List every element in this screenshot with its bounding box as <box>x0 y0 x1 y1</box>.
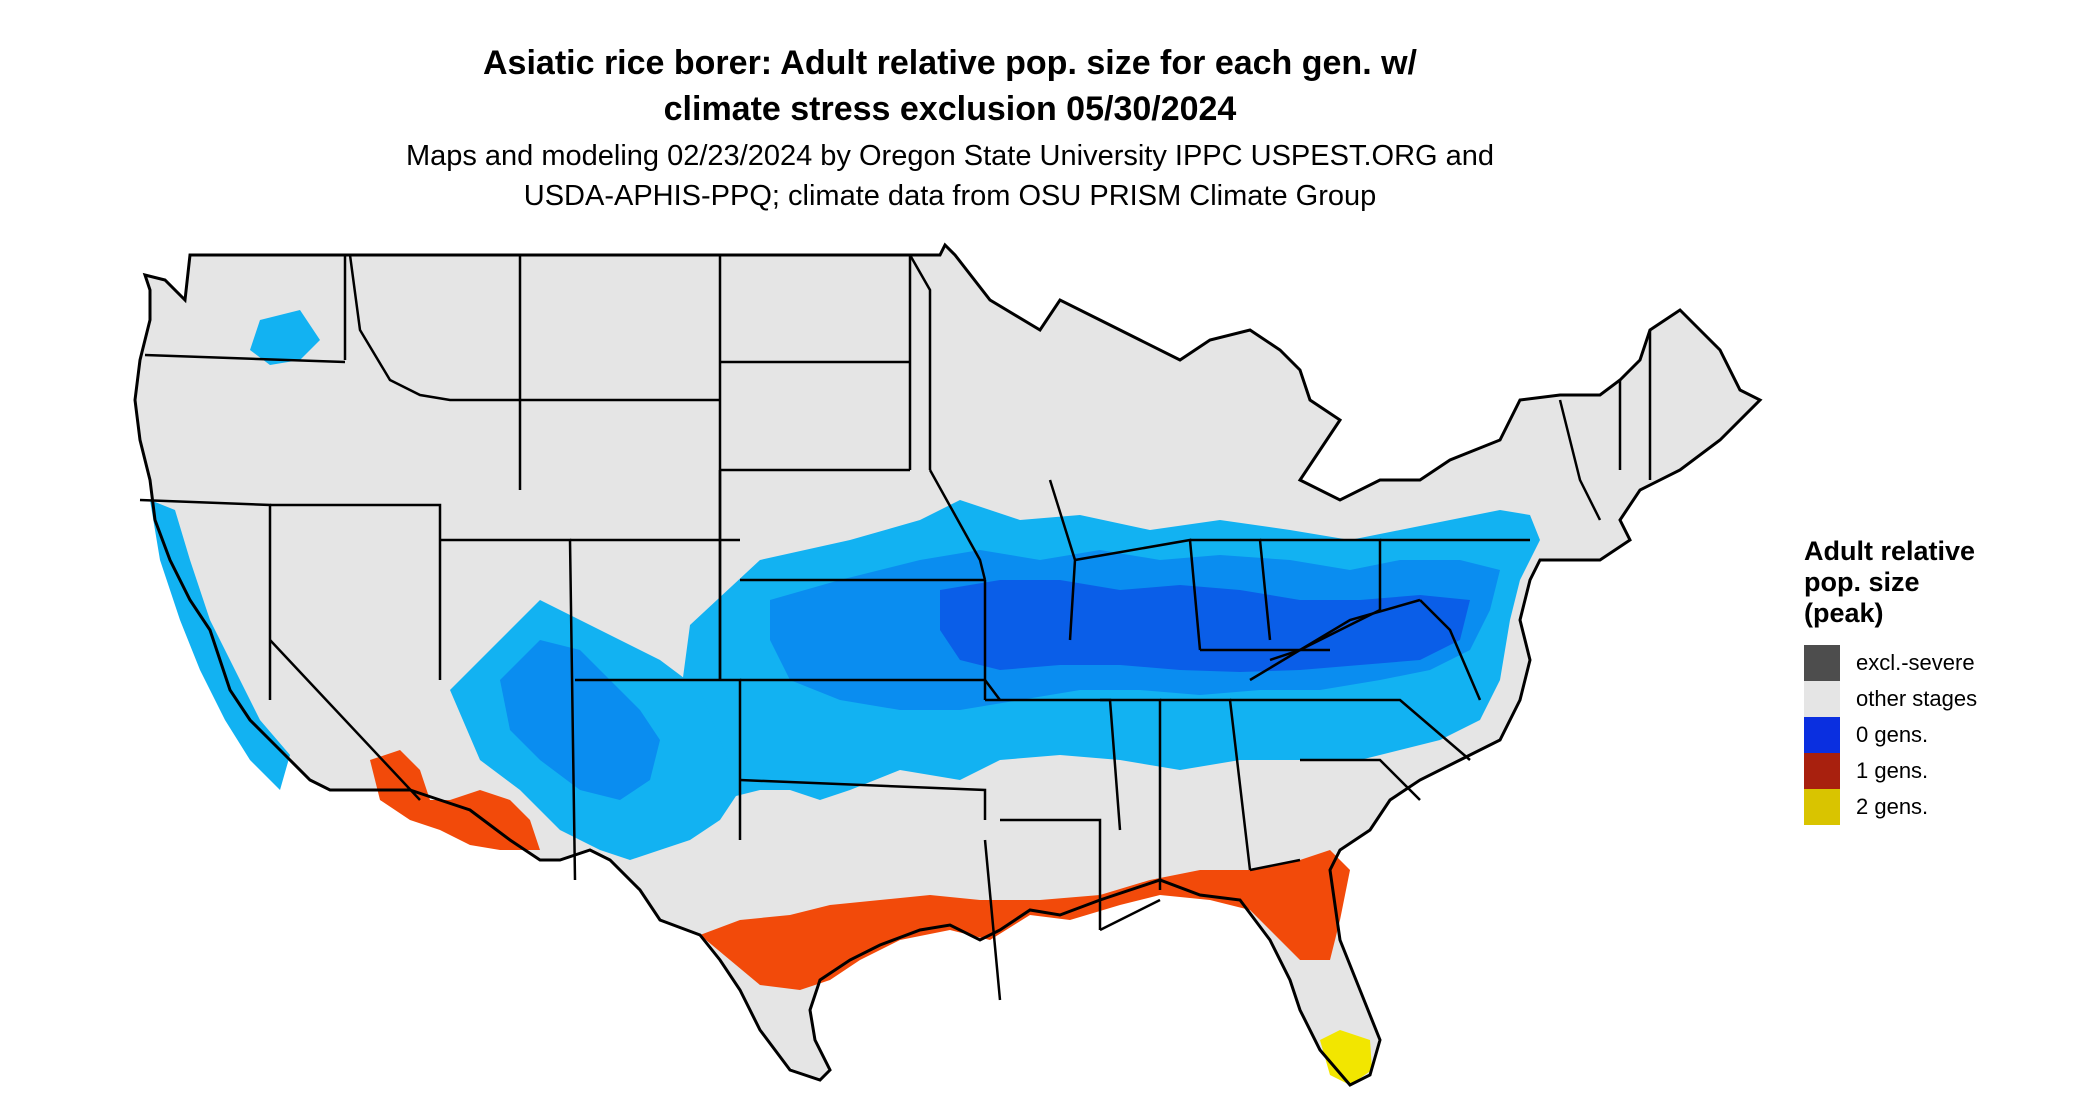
zone-light-blue-westcoast <box>150 500 290 790</box>
legend-label-other-stages: other stages <box>1856 686 1978 711</box>
map-subtitle-line-1: Maps and modeling 02/23/2024 by Oregon S… <box>405 140 1495 172</box>
legend: Adult relative pop. size (peak) excl.-se… <box>1804 536 2094 825</box>
legend-swatch-2-gens <box>1804 789 1840 825</box>
map-title-line-1: Asiatic rice borer: Adult relative pop. … <box>483 44 1417 82</box>
legend-swatch-other-stages <box>1804 681 1840 717</box>
legend-title-line-2: pop. size <box>1804 567 1920 597</box>
map-subtitle-line-2: USDA-APHIS-PPQ; climate data from OSU PR… <box>523 180 1377 212</box>
legend-title-line-1: Adult relative <box>1804 536 1976 566</box>
zone-red-southwest <box>370 750 540 850</box>
legend-item: excl.-severe <box>1804 645 2094 681</box>
legend-label-2-gens: 2 gens. <box>1856 794 1929 819</box>
us-map-svg <box>133 242 1763 1087</box>
zone-yellow-florida <box>1320 1030 1372 1085</box>
legend-label-0-gens: 0 gens. <box>1856 722 1929 747</box>
legend-swatch-0-gens <box>1804 717 1840 753</box>
us-outline <box>133 242 1763 1087</box>
legend-item: 1 gens. <box>1804 753 2094 789</box>
legend-title-line-3: (peak) <box>1804 598 1884 628</box>
state-borders <box>139 254 1652 1001</box>
zone-light-blue-northwest <box>250 310 320 365</box>
legend-item: 0 gens. <box>1804 717 2094 753</box>
zone-mid-blue-southwest <box>500 640 660 800</box>
us-map <box>120 235 1800 1115</box>
legend-item: other stages <box>1804 681 2094 717</box>
map-title-line-2: climate stress exclusion 05/30/2024 <box>663 90 1237 128</box>
legend-swatch-excl-severe <box>1804 645 1840 681</box>
legend-label-1-gens: 1 gens. <box>1856 758 1929 783</box>
legend-swatch-1-gens <box>1804 753 1840 789</box>
legend-label-excl-severe: excl.-severe <box>1856 650 1975 675</box>
map-subtitle: Maps and modeling 02/23/2024 by Oregon S… <box>0 136 1900 216</box>
map-title: Asiatic rice borer: Adult relative pop. … <box>0 40 1900 132</box>
legend-item: 2 gens. <box>1804 789 2094 825</box>
legend-title: Adult relative pop. size (peak) <box>1804 536 2094 629</box>
